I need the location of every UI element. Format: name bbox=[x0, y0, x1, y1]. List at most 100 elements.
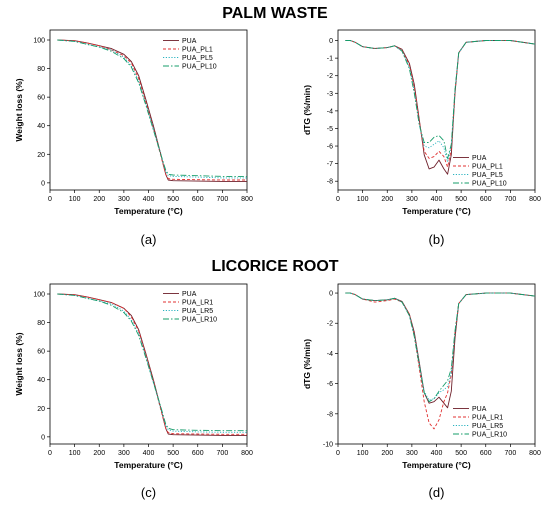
series-line-pua-pl1 bbox=[57, 39, 247, 181]
x-tick-label: 600 bbox=[192, 196, 204, 203]
panel-label: (d) bbox=[429, 485, 445, 500]
panel-label: (b) bbox=[429, 232, 445, 247]
y-tick-label: 80 bbox=[37, 320, 45, 327]
legend-label: PUA_PL5 bbox=[472, 172, 503, 179]
y-tick-label: -6 bbox=[327, 144, 333, 151]
y-tick-label: 100 bbox=[33, 292, 45, 299]
series-line-pua-lr10 bbox=[57, 293, 247, 432]
x-tick-label: 400 bbox=[143, 450, 155, 457]
y-tick-label: -4 bbox=[327, 108, 333, 115]
x-tick-label: 700 bbox=[217, 450, 229, 457]
legend-label: PUA_LR5 bbox=[182, 308, 213, 315]
y-tick-label: -8 bbox=[327, 179, 333, 186]
legend-label: PUA_LR1 bbox=[472, 415, 503, 422]
series-line-pua-pl10 bbox=[57, 39, 247, 177]
y-axis-label: Weight loss (%) bbox=[14, 78, 24, 141]
legend-label: PUA_PL1 bbox=[472, 164, 503, 171]
x-tick-label: 700 bbox=[505, 450, 517, 457]
series-line-pua-pl1 bbox=[345, 40, 536, 168]
x-tick-label: 800 bbox=[241, 196, 253, 203]
x-tick-label: 500 bbox=[167, 450, 179, 457]
y-tick-label: -7 bbox=[327, 161, 333, 168]
x-tick-label: 100 bbox=[69, 196, 81, 203]
chart-panel-1: 0 100 200 300 400 500 600 700 800 0 20 40 60 80 100 Tem… bbox=[14, 29, 253, 247]
series-line-pua bbox=[345, 292, 536, 409]
x-tick-label: 300 bbox=[118, 450, 130, 457]
y-tick-label: 0 bbox=[41, 180, 45, 187]
y-tick-label: 40 bbox=[37, 377, 45, 384]
plot-frame bbox=[337, 283, 536, 445]
y-tick-label: 80 bbox=[37, 66, 45, 73]
series-line-pua-pl5 bbox=[57, 39, 247, 179]
series-line-pua-lr10 bbox=[345, 292, 536, 403]
y-tick-label: 60 bbox=[37, 95, 45, 102]
y-tick-label: 60 bbox=[37, 349, 45, 356]
legend-label: PUA bbox=[472, 155, 487, 162]
x-tick-label: 400 bbox=[431, 196, 443, 203]
x-tick-label: 0 bbox=[336, 450, 340, 457]
x-tick-label: 200 bbox=[381, 196, 393, 203]
y-tick-label: -8 bbox=[327, 411, 333, 418]
legend-label: PUA_PL10 bbox=[182, 64, 217, 71]
x-tick-label: 500 bbox=[455, 196, 467, 203]
y-tick-label: 0 bbox=[329, 38, 333, 45]
x-tick-label: 200 bbox=[93, 450, 105, 457]
x-tick-label: 200 bbox=[93, 196, 105, 203]
x-tick-label: 700 bbox=[217, 196, 229, 203]
y-tick-label: -6 bbox=[327, 381, 333, 388]
legend-label: PUA_PL1 bbox=[182, 47, 213, 54]
x-tick-label: 300 bbox=[406, 450, 418, 457]
y-tick-label: -5 bbox=[327, 126, 333, 133]
legend-label: PUA_PL10 bbox=[472, 181, 507, 188]
y-axis-label: Weight loss (%) bbox=[14, 332, 24, 395]
x-tick-label: 700 bbox=[505, 196, 517, 203]
y-tick-label: -2 bbox=[327, 321, 333, 328]
y-tick-label: 0 bbox=[41, 434, 45, 441]
x-tick-label: 100 bbox=[357, 196, 369, 203]
plot-frame bbox=[337, 29, 536, 191]
y-tick-label: -1 bbox=[327, 56, 333, 63]
x-axis-label: Temperature (°C) bbox=[114, 206, 183, 216]
chart-panel-4: 0 100 200 300 400 500 600 700 800 0 -2 -4 -6 -8 -10 Tem… bbox=[302, 283, 541, 500]
x-tick-label: 300 bbox=[118, 196, 130, 203]
y-tick-label: -4 bbox=[327, 351, 333, 358]
series-line-pua bbox=[57, 39, 247, 182]
series-line-pua-pl5 bbox=[345, 40, 536, 163]
x-tick-label: 600 bbox=[480, 450, 492, 457]
y-tick-label: -2 bbox=[327, 73, 333, 80]
legend-label: PUA bbox=[182, 38, 197, 45]
legend-label: PUA_LR1 bbox=[182, 300, 213, 307]
x-tick-label: 100 bbox=[69, 450, 81, 457]
chart-panel-3: 0 100 200 300 400 500 600 700 800 0 20 40 60 80 100 Tem… bbox=[14, 283, 253, 500]
y-axis-label: dTG (%/min) bbox=[302, 339, 312, 389]
chart-panel-2: 0 100 200 300 400 500 600 700 800 0 -1 -2 -3 -4 -5 -6 -7… bbox=[302, 29, 541, 247]
legend-label: PUA_LR10 bbox=[472, 432, 507, 439]
x-tick-label: 400 bbox=[431, 450, 443, 457]
x-tick-label: 300 bbox=[406, 196, 418, 203]
x-tick-label: 0 bbox=[48, 196, 52, 203]
y-tick-label: 40 bbox=[37, 123, 45, 130]
x-tick-label: 0 bbox=[336, 196, 340, 203]
x-tick-label: 800 bbox=[529, 450, 541, 457]
x-tick-label: 200 bbox=[381, 450, 393, 457]
legend-label: PUA bbox=[182, 291, 197, 298]
legend-label: PUA_PL5 bbox=[182, 55, 213, 62]
y-tick-label: 0 bbox=[329, 291, 333, 298]
x-tick-label: 500 bbox=[167, 196, 179, 203]
x-axis-label: Temperature (°C) bbox=[402, 206, 471, 216]
series-line-pua bbox=[57, 293, 247, 436]
series-line-pua-lr5 bbox=[57, 293, 247, 433]
section-title-palm-waste: PALM WASTE bbox=[222, 5, 328, 22]
x-tick-label: 600 bbox=[192, 450, 204, 457]
series-line-pua-pl10 bbox=[345, 40, 536, 159]
y-axis-label: dTG (%/min) bbox=[302, 85, 312, 135]
x-tick-label: 800 bbox=[529, 196, 541, 203]
x-tick-label: 400 bbox=[143, 196, 155, 203]
x-tick-label: 100 bbox=[357, 450, 369, 457]
x-axis-label: Temperature (°C) bbox=[402, 460, 471, 470]
x-axis-label: Temperature (°C) bbox=[114, 460, 183, 470]
section-title-licorice-root: LICORICE ROOT bbox=[211, 258, 339, 275]
x-tick-label: 0 bbox=[48, 450, 52, 457]
y-tick-label: 20 bbox=[37, 152, 45, 159]
